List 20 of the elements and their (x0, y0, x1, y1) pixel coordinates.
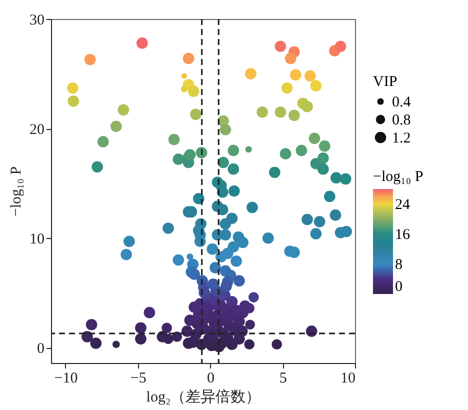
color-bar-label: 24 (395, 197, 410, 213)
x-tick-label: −10 (54, 370, 78, 386)
color-bar-title: −log₁₀ P (373, 169, 424, 185)
y-tick-label: 0 (37, 341, 44, 358)
legend-label: 0.4 (392, 94, 412, 110)
y-tick-label: 20 (30, 122, 44, 138)
color-bar-label: 8 (395, 257, 402, 273)
x-tick-label: 0 (206, 370, 214, 386)
legend-label: 0.8 (392, 112, 411, 128)
legend-label: 1.2 (392, 130, 411, 146)
x-axis-title: log₂（差异倍数） (146, 388, 261, 406)
x-tick-label: 5 (279, 370, 287, 386)
y-axis-title: −log₁₀ P (8, 166, 24, 217)
x-tick-label: −5 (130, 370, 146, 386)
color-bar-label: 0 (395, 279, 402, 295)
legend-title: VIP (373, 74, 398, 90)
y-tick-label: 10 (30, 232, 44, 248)
color-bar-label: 16 (395, 227, 410, 243)
y-tick-label: 30 (30, 12, 44, 28)
x-tick-label: 10 (340, 370, 356, 386)
